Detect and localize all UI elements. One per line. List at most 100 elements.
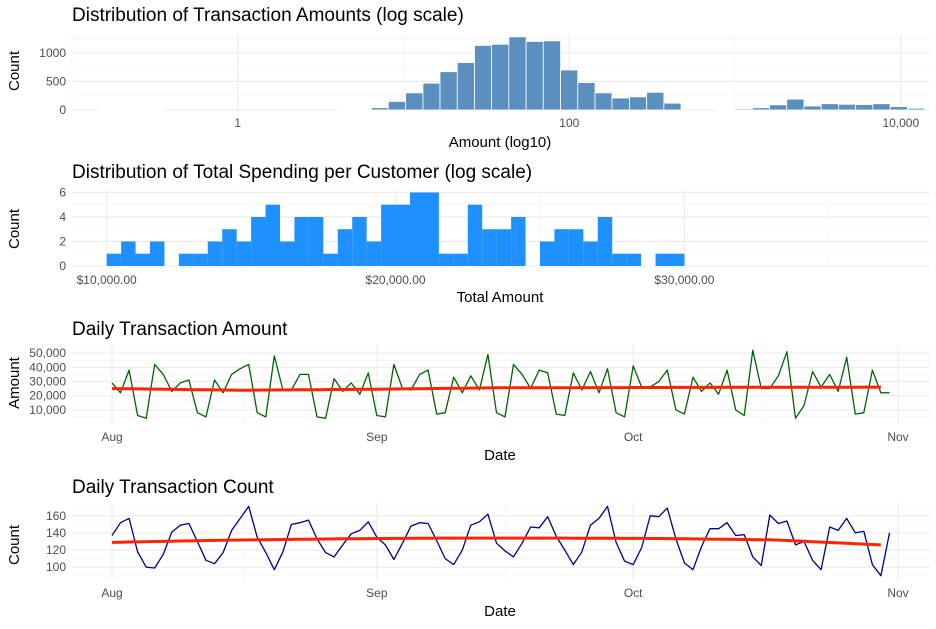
panel-daily-count: Daily Transaction Count 100 120 140 160 Aug… (6, 477, 930, 620)
x-axis-title: Total Amount (457, 289, 545, 306)
y-tick-label: 1000 (39, 46, 66, 60)
y-tick-label: 10,000 (29, 403, 66, 417)
y-tick-label: 2 (59, 234, 66, 248)
histogram-bar (387, 101, 407, 111)
x-axis-ticks: $10,000.00 $20,000.00 $30,000.00 (77, 273, 715, 287)
histogram-bar (594, 92, 613, 111)
histogram-bar (467, 204, 483, 266)
histogram-bar (872, 103, 891, 111)
gridlines (72, 345, 930, 424)
histogram-bar (540, 241, 555, 266)
x-axis-ticks: Aug Sep Oct Nov (101, 586, 908, 600)
histogram-bar (597, 216, 613, 266)
histogram-bars (106, 192, 685, 266)
x-axis-title: Amount (log10) (449, 134, 552, 151)
histogram-bar (352, 216, 367, 266)
x-tick-label: Oct (624, 430, 643, 444)
y-tick-label: 100 (46, 560, 66, 574)
histogram-bar (405, 92, 424, 111)
x-tick-label: Nov (887, 430, 908, 444)
histogram-bar (337, 229, 353, 266)
histogram-bar (251, 216, 266, 266)
histogram-bar (906, 107, 925, 111)
histogram-bar (629, 96, 648, 111)
histogram-bar (294, 216, 309, 266)
histogram-bar (554, 229, 569, 266)
chart-title: Distribution of Total Spending per Custo… (72, 162, 532, 183)
histogram-bar (496, 229, 512, 266)
panel-transaction-amounts: Distribution of Transaction Amounts (log… (6, 5, 930, 151)
x-tick-label: $30,000.00 (654, 273, 714, 287)
histogram-bar (646, 91, 665, 111)
x-tick-label: Sep (366, 430, 388, 444)
y-axis-ticks: 100 120 140 160 (46, 509, 66, 574)
x-tick-label: 10,000 (882, 116, 919, 130)
series-lines (111, 505, 891, 577)
x-axis-title: Date (484, 603, 516, 620)
histogram-bar (855, 104, 874, 111)
histogram-bar (612, 253, 627, 266)
x-axis-ticks: 1 100 10,000 (234, 116, 919, 130)
series-lines (111, 349, 890, 419)
histogram-bar (769, 104, 788, 111)
histogram-bar (395, 204, 410, 266)
histogram-bar (381, 204, 396, 266)
histogram-bar (611, 97, 630, 111)
y-axis-ticks: 0 2 4 6 (59, 185, 66, 273)
histogram-bar (135, 253, 150, 266)
chart-title: Daily Transaction Amount (72, 319, 288, 340)
histogram-bar (366, 241, 382, 266)
histogram-bar (207, 241, 223, 266)
histogram-bar (820, 103, 839, 111)
histogram-bar (583, 241, 598, 266)
histogram-bar (716, 109, 736, 111)
chart-title: Distribution of Transaction Amounts (log… (72, 5, 464, 26)
histogram-bars (98, 36, 925, 111)
y-tick-label: 4 (59, 210, 66, 224)
histogram-bar (370, 107, 389, 111)
histogram-bar (663, 102, 682, 111)
x-tick-label: 1 (234, 116, 241, 130)
histogram-bar (838, 103, 857, 111)
histogram-bar (150, 241, 165, 266)
y-tick-label: 500 (46, 74, 66, 88)
histogram-bar (525, 41, 544, 111)
x-axis-ticks: Aug Sep Oct Nov (101, 430, 908, 444)
histogram-bar (511, 216, 526, 266)
histogram-bar (568, 229, 584, 266)
histogram-bar (542, 40, 561, 111)
histogram-bar (803, 105, 822, 111)
histogram-bar (508, 36, 527, 111)
histogram-bar (456, 62, 475, 111)
x-tick-label: Nov (887, 586, 908, 600)
histogram-bar (734, 108, 753, 111)
x-tick-label: Aug (101, 430, 122, 444)
histogram-bar (323, 253, 338, 266)
histogram-bar (482, 229, 497, 266)
x-tick-label: Oct (624, 586, 643, 600)
y-tick-label: 30,000 (29, 374, 66, 388)
histogram-bar (178, 253, 194, 266)
y-axis-title: Count (6, 524, 23, 565)
histogram-bar (751, 107, 770, 111)
y-tick-label: 20,000 (29, 389, 66, 403)
histogram-bar (474, 45, 493, 111)
series-line (111, 505, 891, 577)
chart-title: Daily Transaction Count (72, 477, 274, 498)
x-tick-label: $10,000.00 (77, 273, 137, 287)
histogram-bar (236, 241, 252, 266)
panel-customer-spending: Distribution of Total Spending per Custo… (6, 162, 930, 306)
trend-line (111, 536, 881, 547)
y-axis-title: Amount (6, 356, 23, 409)
y-tick-label: 140 (46, 526, 66, 540)
histogram-bar (308, 216, 324, 266)
y-tick-label: 160 (46, 509, 66, 523)
histogram-bar (889, 106, 908, 111)
x-tick-label: 100 (559, 116, 579, 130)
panel-daily-amount: Daily Transaction Amount 10,00020,00030,… (6, 319, 930, 464)
histogram-bar (491, 43, 510, 111)
y-axis-title: Count (6, 50, 23, 91)
y-tick-label: 0 (59, 259, 66, 273)
